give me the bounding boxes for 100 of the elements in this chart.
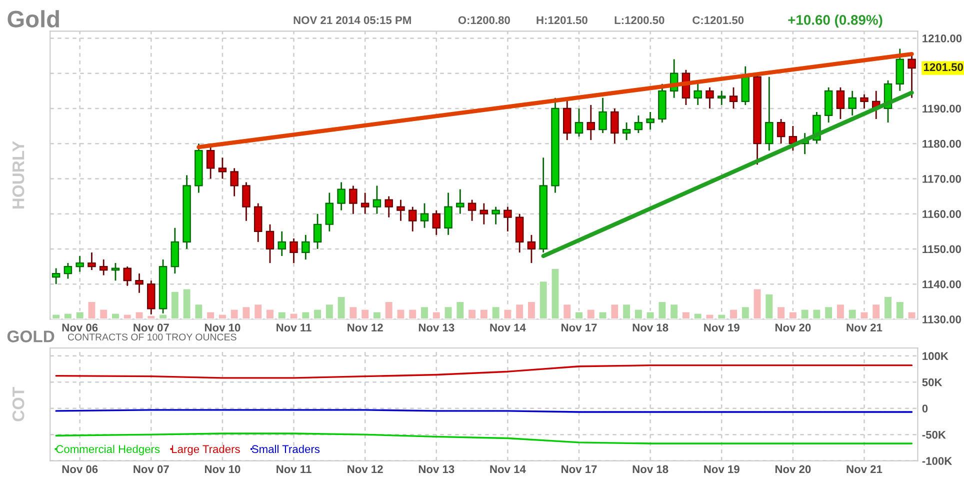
bar xyxy=(74,310,85,320)
candlestick xyxy=(99,258,108,276)
candlestick xyxy=(396,199,405,222)
candlestick xyxy=(230,167,238,197)
x-tick-label: Nov 10 xyxy=(204,465,240,474)
x-tick-label: Nov 17 xyxy=(562,324,597,332)
candlestick xyxy=(206,146,215,180)
x-tick-label: Nov 20 xyxy=(775,324,811,332)
bar xyxy=(467,308,477,320)
chart-subtitle: CONTRACTS OF 100 TROY OUNCES xyxy=(68,334,236,340)
bar xyxy=(788,310,798,320)
candlestick xyxy=(860,94,868,110)
bar xyxy=(752,288,762,320)
line-series xyxy=(55,432,913,444)
candlestick xyxy=(480,202,488,226)
bar xyxy=(574,310,584,320)
bar xyxy=(562,303,572,320)
y-tick-label: -100K xyxy=(922,457,952,465)
bar xyxy=(206,310,216,320)
candlestick xyxy=(456,188,464,215)
candlestick xyxy=(504,206,512,232)
x-tick-label: Nov 12 xyxy=(348,465,383,474)
x-tick-label: Nov 07 xyxy=(134,324,169,332)
candlestick xyxy=(88,252,96,271)
x-tick-label: Nov 18 xyxy=(632,465,668,474)
x-tick-label: Nov 07 xyxy=(134,465,169,474)
x-tick-label: Nov 06 xyxy=(62,324,98,332)
candlestick xyxy=(468,199,476,222)
candlestick xyxy=(729,86,738,110)
bar xyxy=(158,313,168,320)
text: O:1200.80 xyxy=(458,16,510,24)
y-tick-label: -50K xyxy=(922,430,946,439)
bar xyxy=(836,303,846,320)
bar xyxy=(776,306,786,320)
bar xyxy=(704,313,715,320)
bar xyxy=(526,300,536,320)
bar xyxy=(693,312,703,320)
candlestick xyxy=(432,210,441,236)
y-tick-label: 1170.00 xyxy=(922,174,961,183)
y-tick-label: 0 xyxy=(922,404,928,412)
bar xyxy=(848,308,858,320)
bar xyxy=(241,306,252,320)
candlestick xyxy=(372,185,382,215)
bar xyxy=(598,310,608,320)
bar xyxy=(514,303,524,320)
x-tick-label: Nov 14 xyxy=(490,324,526,332)
bar xyxy=(740,306,750,320)
bar xyxy=(443,306,454,320)
bar xyxy=(502,308,513,320)
bar xyxy=(277,310,287,320)
x-tick-label: Nov 12 xyxy=(348,324,383,332)
bar xyxy=(170,290,180,320)
bar xyxy=(634,308,644,320)
x-tick-label: Nov 21 xyxy=(846,324,882,332)
bar xyxy=(51,313,61,320)
candlestick xyxy=(290,238,298,264)
x-tick-label: Nov 11 xyxy=(276,465,312,474)
candlestick xyxy=(598,97,607,134)
chart-title: Gold xyxy=(8,10,59,28)
x-tick-label: Nov 17 xyxy=(562,465,597,474)
bar xyxy=(396,308,406,320)
candlestick xyxy=(836,86,845,120)
x-tick-label: Nov 06 xyxy=(62,465,98,474)
x-tick-label: Nov 10 xyxy=(204,324,240,332)
candlestick xyxy=(706,86,714,110)
candlestick xyxy=(574,108,584,138)
bar xyxy=(622,303,632,320)
text: +10.60 (0.89%) xyxy=(788,14,882,28)
candlestick xyxy=(242,182,250,222)
bar xyxy=(265,308,275,320)
text: 1201.50 xyxy=(924,63,963,72)
y-tick-label: 100K xyxy=(922,352,948,360)
x-tick-label: Nov 11 xyxy=(276,324,312,332)
bar xyxy=(360,308,370,320)
legend-label: Large Traders xyxy=(172,444,240,456)
bar xyxy=(336,296,346,320)
candlestick xyxy=(76,255,84,272)
candlestick xyxy=(52,268,60,285)
bar xyxy=(645,310,656,320)
candlestick xyxy=(646,111,654,130)
bar xyxy=(586,308,596,320)
text: L:1200.50 xyxy=(614,16,664,24)
candlestick xyxy=(908,55,916,99)
candlestick xyxy=(384,196,393,218)
candlestick xyxy=(586,104,596,141)
x-tick-label: Nov 19 xyxy=(704,465,740,474)
bar xyxy=(182,288,192,320)
bar xyxy=(479,308,489,320)
y-tick-label: 50K xyxy=(922,378,942,386)
x-tick-label: Nov 20 xyxy=(775,465,811,474)
bar xyxy=(288,312,299,320)
bar xyxy=(110,312,120,320)
bar xyxy=(218,313,228,320)
bar xyxy=(455,300,466,320)
y-tick-label: 1150.00 xyxy=(922,245,961,254)
bar xyxy=(300,310,311,320)
bar xyxy=(550,268,560,320)
bar xyxy=(824,306,834,320)
bar xyxy=(538,280,548,320)
candlestick xyxy=(634,114,643,134)
